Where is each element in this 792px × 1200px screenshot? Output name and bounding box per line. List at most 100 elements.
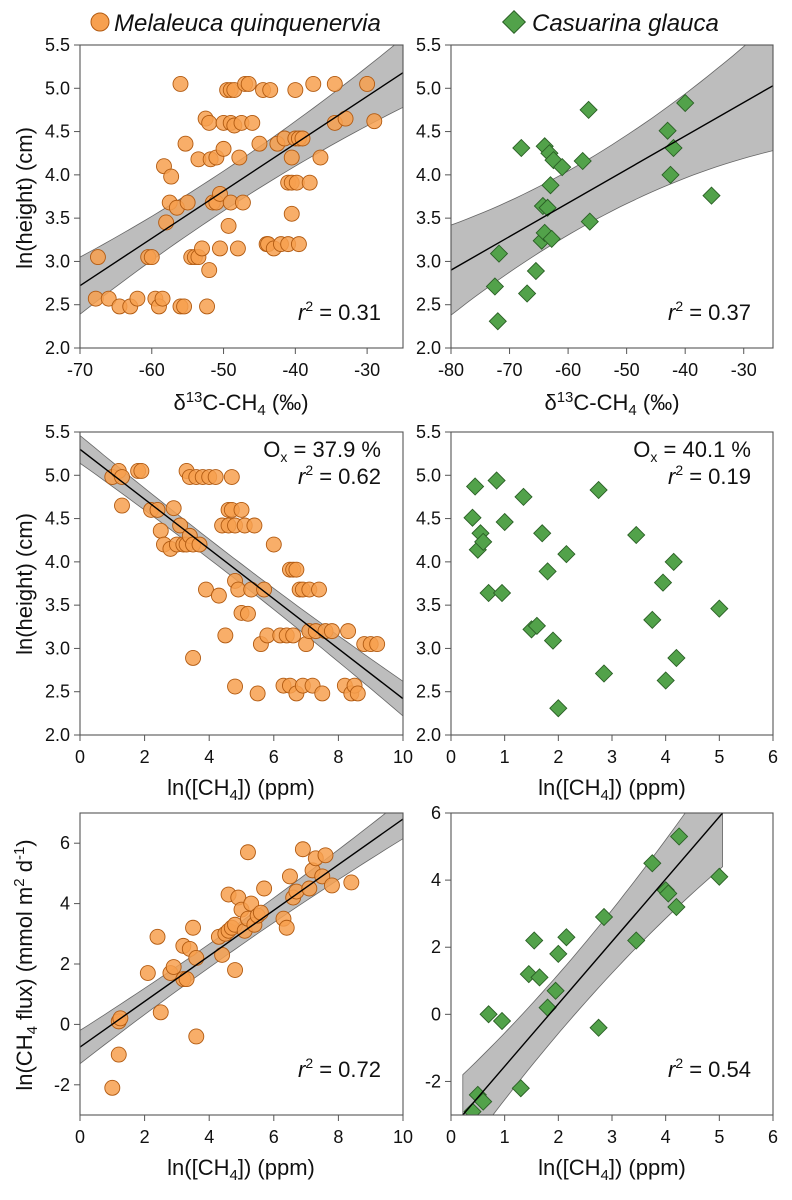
x-tick-label: 1 <box>500 1127 510 1147</box>
data-point <box>311 581 327 598</box>
x-tick-label: 0 <box>75 747 85 767</box>
x-tick-label: 2 <box>140 747 150 767</box>
data-point <box>165 959 182 975</box>
data-point <box>256 581 273 598</box>
plot-area <box>451 45 773 331</box>
y-tick-label: 2 <box>60 954 70 974</box>
data-point <box>541 176 560 195</box>
y-tick-label: 4.0 <box>45 552 70 572</box>
legend-label: Melaleuca quinquenervia <box>114 10 381 37</box>
data-point <box>667 648 686 668</box>
data-point <box>178 971 195 988</box>
x-tick-label: 3 <box>607 747 617 767</box>
x-tick-label: 2 <box>553 747 563 767</box>
regression-line <box>80 448 403 700</box>
data-point <box>231 149 248 166</box>
data-point <box>246 517 263 534</box>
data-point <box>580 212 599 231</box>
y-tick-label: 3.0 <box>416 638 441 658</box>
y-tick-label: 5.0 <box>45 78 70 98</box>
regression-line <box>80 818 403 1048</box>
data-point <box>152 522 169 539</box>
data-point <box>487 471 506 490</box>
y-tick-label: 6 <box>60 833 70 853</box>
data-point <box>340 623 357 640</box>
x-axis-title-conc-bottom-right: ln([CH4]) (ppm) <box>538 1155 686 1184</box>
data-point <box>525 931 544 950</box>
legend-item-casuarina: Casuarina glauca <box>501 9 719 37</box>
data-point <box>627 931 646 950</box>
data-point <box>217 627 234 644</box>
data-point <box>215 140 232 157</box>
y-tick-label: 4.0 <box>416 165 441 185</box>
x-tick-label: 6 <box>269 1127 279 1147</box>
y-tick-label: 2.5 <box>416 295 441 315</box>
x-tick-label: -30 <box>731 360 757 380</box>
x-tick-label: -60 <box>555 360 581 380</box>
data-point <box>661 165 680 185</box>
data-point <box>627 525 646 545</box>
y-tick-label: 3.5 <box>45 208 70 228</box>
y-tick-label: 4.5 <box>45 122 70 142</box>
panel-a: -70 -60 -50 -40 -30 2.0 2.5 3.0 3.5 4.0 4.5 5.0 5.5 r… <box>45 35 404 380</box>
r-squared-annotation: r2 = 0.62 <box>298 462 381 489</box>
x-tick-label: 2 <box>140 1127 150 1147</box>
data-point <box>710 599 729 618</box>
data-point <box>542 229 561 249</box>
data-point <box>285 627 302 644</box>
data-point <box>185 650 202 666</box>
y-axis-title-height-mid: ln(height) (cm) <box>12 513 37 655</box>
y-axis-title-height-top: ln(height) (cm) <box>12 127 37 269</box>
y-tick-label: 5.5 <box>45 422 70 442</box>
r-squared-annotation: r2 = 0.72 <box>298 1055 381 1082</box>
x-tick-label: -30 <box>354 360 380 380</box>
x-tick-label: 0 <box>75 1127 85 1147</box>
data-point <box>359 76 376 92</box>
y-tick-label: 5.5 <box>45 35 70 55</box>
data-point <box>594 664 614 683</box>
data-point <box>512 138 531 158</box>
data-point <box>110 1046 127 1063</box>
data-point <box>262 82 279 98</box>
data-point <box>158 214 175 231</box>
panel-frame <box>450 44 774 349</box>
y-tick-label: 2.0 <box>416 725 441 745</box>
panel-e: 0 2 4 6 8 10 -2 0 2 4 6 r2 = 0.72 <box>54 812 413 1147</box>
data-point <box>139 965 156 982</box>
data-point <box>283 149 300 166</box>
data-point <box>188 950 205 966</box>
panel-c: 0 2 4 6 8 10 2.0 2.5 3.0 3.5 4.0 4.5 5.0 5.5 Ox = 37.9… <box>45 422 413 767</box>
y-tick-label: 4.0 <box>45 165 70 185</box>
legend-label: Casuarina glauca <box>532 10 719 37</box>
data-point <box>527 616 547 636</box>
data-point <box>294 841 311 858</box>
x-tick-label: 0 <box>446 1127 456 1147</box>
legend: Melaleuca quinquenervia Casuarina glauca <box>90 9 719 37</box>
x-tick-label: 5 <box>714 1127 724 1147</box>
data-point <box>667 897 686 917</box>
x-tick-label: -50 <box>614 360 640 380</box>
confidence-band <box>451 45 773 316</box>
data-point <box>185 919 202 936</box>
data-point <box>100 290 117 307</box>
data-point <box>265 536 282 553</box>
y-tick-label: 2.5 <box>45 295 70 315</box>
y-tick-label: 5.0 <box>45 465 70 485</box>
data-point <box>594 907 614 927</box>
y-tick-label: 4.0 <box>416 552 441 572</box>
data-point <box>526 261 546 281</box>
data-point <box>301 174 318 191</box>
data-point <box>343 874 360 891</box>
y-tick-label: 4 <box>431 870 441 890</box>
r-squared-annotation: r2 = 0.19 <box>668 462 751 489</box>
data-point <box>89 249 106 266</box>
data-point <box>463 508 482 527</box>
x-tick-label: -40 <box>282 360 308 380</box>
data-point <box>492 1011 512 1031</box>
data-point <box>227 962 243 978</box>
confidence-band <box>462 813 723 1115</box>
x-tick-label: 6 <box>768 1127 778 1147</box>
data-point <box>549 944 568 964</box>
data-point <box>656 671 675 690</box>
y-tick-label: 3.5 <box>416 208 441 228</box>
